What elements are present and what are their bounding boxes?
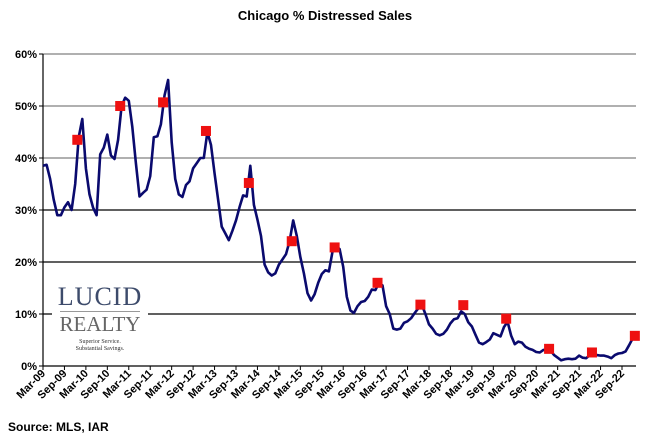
y-tick-label: 60%	[15, 49, 37, 61]
data-marker	[501, 313, 512, 324]
data-marker	[115, 101, 126, 111]
data-marker	[544, 343, 555, 354]
data-marker	[158, 97, 169, 108]
y-tick-label: 30%	[15, 205, 37, 217]
data-marker	[586, 347, 597, 358]
data-marker	[458, 300, 469, 311]
data-marker	[372, 277, 383, 288]
logo-tagline-2: Substantial Savings.	[75, 346, 125, 352]
data-marker	[286, 236, 297, 247]
logo-line1: LUCID	[57, 282, 143, 311]
data-marker	[629, 330, 640, 341]
logo-rule	[60, 311, 140, 312]
logo-line2: REALTY	[59, 312, 141, 336]
y-tick-label: 40%	[15, 153, 37, 165]
data-marker	[72, 134, 83, 145]
data-marker	[415, 299, 426, 310]
logo-tagline-1: Superior Service.	[79, 339, 121, 345]
data-marker	[243, 177, 254, 188]
y-tick-label: 10%	[15, 309, 37, 321]
data-marker	[329, 242, 340, 253]
data-marker	[200, 125, 211, 136]
y-tick-label: 50%	[15, 101, 37, 113]
source-note: Source: MLS, IAR	[8, 420, 109, 434]
y-tick-label: 20%	[15, 257, 37, 269]
chart-title: Chicago % Distressed Sales	[237, 8, 413, 23]
y-tick-label: 0%	[21, 361, 37, 373]
lucid-realty-logo: LUCID REALTY Superior Service. Substanti…	[52, 282, 148, 357]
